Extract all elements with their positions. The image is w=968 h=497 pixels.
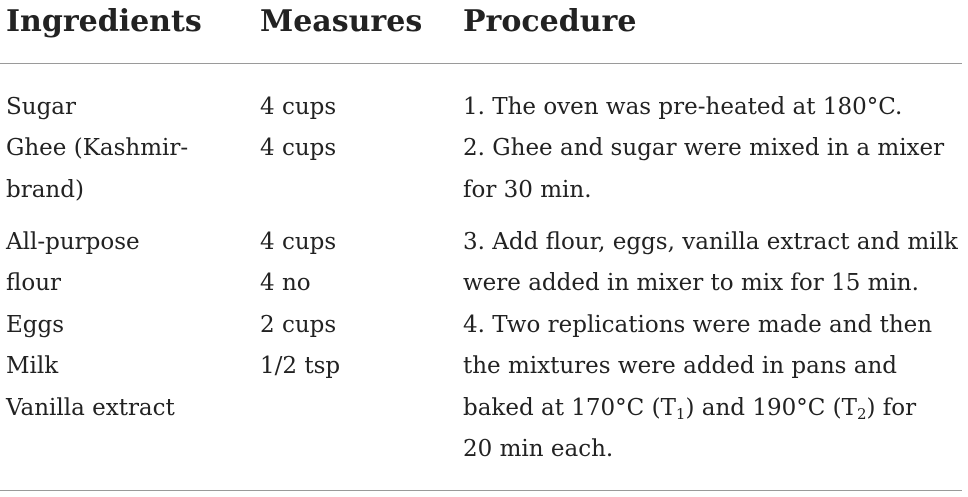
procedure-step-2-cont: for 30 min. (463, 177, 592, 203)
procedure-step-4-temps: baked at 170°C (T1) and 190°C (T2) for (463, 388, 916, 430)
header-measures: Measures (260, 4, 423, 39)
procedure-step-4: 4. Two replications were made and then (463, 312, 933, 338)
ingredient-milk: Milk (6, 353, 59, 379)
temps-text-3: ) for (866, 395, 917, 421)
ingredient-flour: flour (6, 270, 61, 296)
measure-milk: 2 cups (260, 312, 337, 338)
procedure-step-4-cont: the mixtures were added in pans and (463, 353, 898, 379)
temps-text-1: baked at 170°C (T (463, 395, 676, 421)
header-procedure: Procedure (463, 4, 637, 39)
measure-sugar: 4 cups (260, 94, 337, 120)
procedure-step-3-cont: were added in mixer to mix for 15 min. (463, 270, 919, 296)
procedure-step-2: 2. Ghee and sugar were mixed in a mixer (463, 135, 945, 161)
ingredient-sugar: Sugar (6, 94, 76, 120)
header-rule (0, 63, 962, 64)
ingredient-eggs: Eggs (6, 312, 65, 338)
measure-vanilla: 1/2 tsp (260, 353, 341, 379)
ingredient-ghee: Ghee (Kashmir- (6, 135, 189, 161)
measure-flour: 4 cups (260, 229, 337, 255)
measure-eggs: 4 no (260, 270, 311, 296)
subscript-1: 1 (675, 405, 686, 423)
header-ingredients: Ingredients (6, 4, 202, 39)
ingredient-vanilla: Vanilla extract (6, 395, 175, 421)
measure-ghee: 4 cups (260, 135, 337, 161)
procedure-step-1: 1. The oven was pre-heated at 180°C. (463, 94, 903, 120)
procedure-step-3: 3. Add flour, eggs, vanilla extract and … (463, 229, 958, 255)
subscript-2: 2 (856, 405, 867, 423)
footer-rule (0, 490, 962, 491)
temps-text-2: ) and 190°C (T (685, 395, 857, 421)
ingredient-ghee-cont: brand) (6, 177, 84, 203)
ingredient-all-purpose: All-purpose (6, 229, 140, 255)
procedure-step-4-end: 20 min each. (463, 436, 614, 462)
